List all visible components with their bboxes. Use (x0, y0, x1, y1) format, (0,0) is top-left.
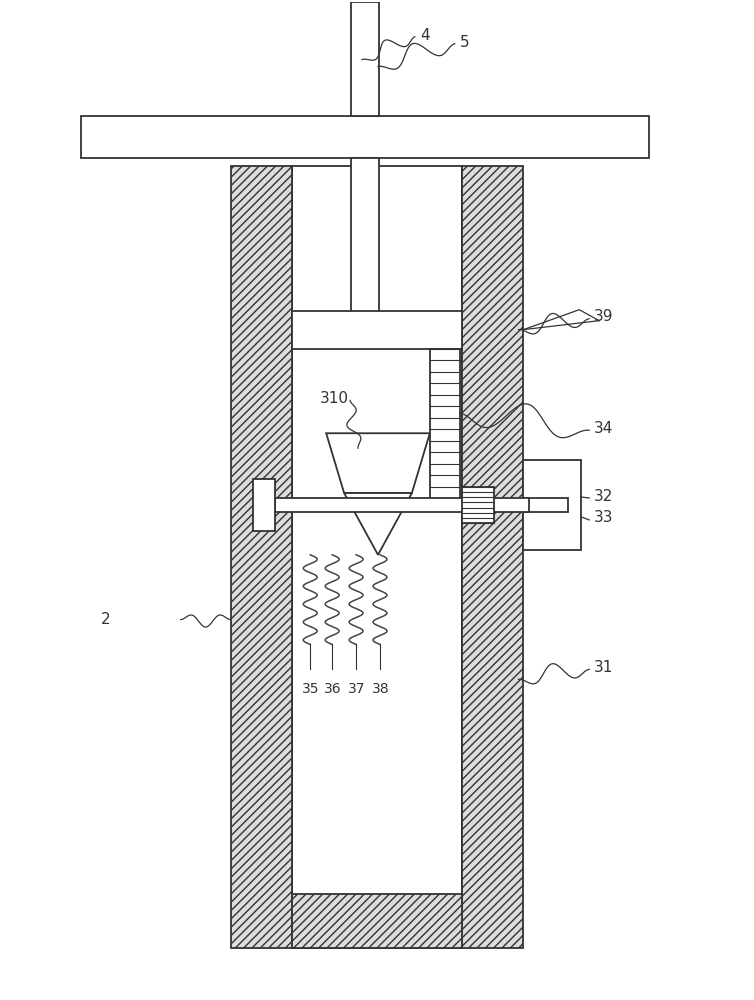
Bar (461, 166, 523, 948)
Text: 34: 34 (594, 421, 614, 436)
Bar (293, 166, 461, 948)
Bar (275, 498, 529, 512)
Text: 310: 310 (320, 391, 349, 406)
Bar (253, 479, 275, 531)
Text: 32: 32 (594, 489, 614, 504)
Bar (430, 349, 460, 510)
Bar (293, 894, 461, 948)
Bar (351, 158, 379, 316)
Text: 38: 38 (372, 682, 390, 696)
Text: 35: 35 (302, 682, 320, 696)
Text: 5: 5 (460, 35, 469, 50)
Bar (523, 460, 581, 550)
Text: 37: 37 (348, 682, 366, 696)
Bar (523, 498, 569, 512)
Bar (461, 487, 494, 523)
Bar (293, 311, 461, 349)
Text: 4: 4 (420, 28, 430, 43)
Text: 33: 33 (594, 510, 614, 525)
Polygon shape (326, 433, 430, 493)
Text: 36: 36 (324, 682, 342, 696)
Bar (231, 166, 293, 948)
Text: 31: 31 (594, 660, 614, 675)
Bar (351, 2, 379, 116)
Polygon shape (344, 493, 412, 555)
Text: 2: 2 (101, 612, 111, 627)
Text: 39: 39 (594, 309, 614, 324)
Bar (81, 116, 649, 158)
